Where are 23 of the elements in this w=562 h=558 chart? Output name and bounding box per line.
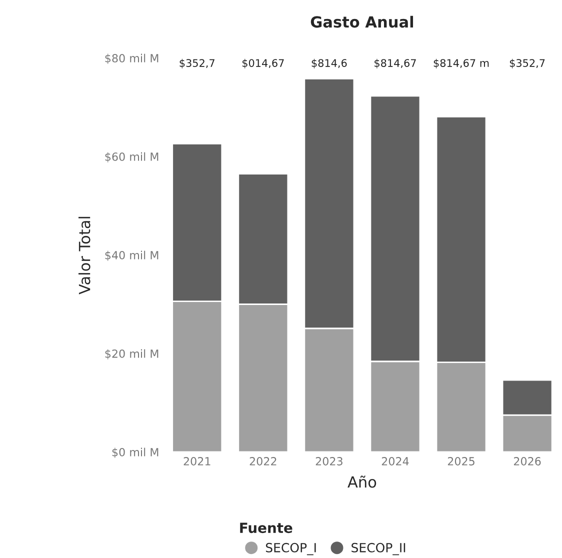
y-tick-label: $40 mil M: [105, 250, 158, 261]
x-tick-label: 2024: [382, 457, 409, 466]
x-tick-label: 2026: [514, 457, 541, 466]
y-tick-label: $80 mil M: [105, 54, 158, 64]
y-tick-label: $20 mil M: [105, 349, 158, 360]
legend-label: SECOP_II: [352, 542, 406, 556]
legend-label: SECOP_I: [266, 542, 316, 556]
annotation: $814,67: [374, 58, 416, 68]
annotation: $352,7: [180, 58, 214, 68]
x-tick-label: 2023: [316, 457, 342, 466]
x-tick-label: 2022: [250, 457, 276, 466]
x-axis-title: Año: [348, 476, 376, 488]
annotation: $814,6: [312, 58, 347, 68]
x-tick-label: 2025: [448, 457, 474, 466]
y-axis-title: Valor Total: [78, 216, 90, 294]
annotation: $352,7: [510, 58, 545, 68]
annotation: $014,67: [242, 58, 284, 68]
chart-title: Gasto Anual: [310, 16, 414, 28]
y-tick-label: $60 mil M: [105, 152, 158, 162]
y-tick-label: $0 mil M: [112, 448, 158, 458]
legend-title: Fuente: [240, 522, 292, 534]
x-tick-label: 2021: [184, 457, 210, 466]
annotation: $814,67 m: [434, 58, 489, 68]
